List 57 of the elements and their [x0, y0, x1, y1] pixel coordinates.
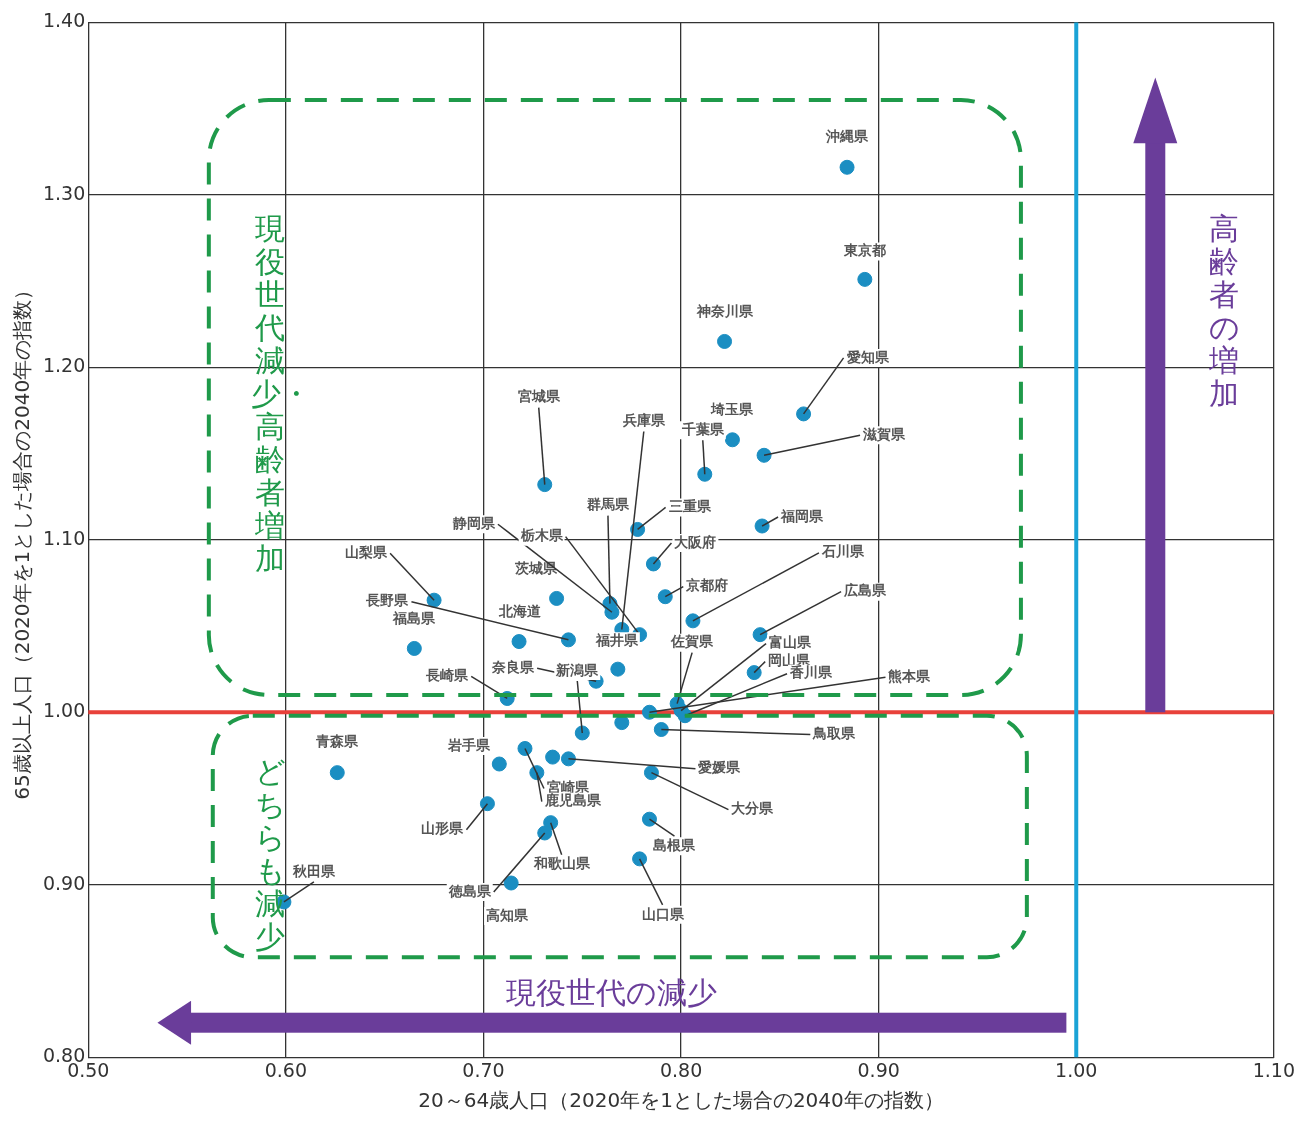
y-axis-title: 65歳以上人口（2020年を1とした場合の2040年の指数）	[10, 279, 35, 800]
annotation: 山形県	[421, 820, 465, 837]
annotation: 埼玉県	[710, 401, 755, 418]
annotation: 愛媛県	[698, 759, 742, 776]
annotation: 京都府	[685, 577, 729, 594]
annotation: 愛知県	[846, 348, 890, 365]
annotation: 静岡県	[451, 514, 496, 531]
annotation: 山梨県	[345, 543, 389, 560]
annotation: 群馬県	[585, 496, 630, 513]
annotation: 兵庫県	[621, 412, 666, 429]
x-tick-label: 0.70	[462, 1058, 505, 1081]
annotation: 大分県	[731, 800, 775, 817]
x-tick-label: 1.00	[1055, 1058, 1098, 1081]
annotation: 福井県	[594, 631, 639, 648]
annotation: 秋田県	[291, 862, 336, 879]
x-axis-title: 20～64歳人口（2020年を1とした場合の2040年の指数）	[418, 1088, 944, 1113]
annotation: 青森県	[315, 733, 360, 750]
y-tick-label: 0.90	[42, 871, 86, 894]
annotation: 東京都	[842, 242, 886, 259]
annotation: 石川県	[820, 543, 865, 560]
annotation: 岩手県	[447, 736, 492, 753]
x-tick-label: 0.90	[857, 1058, 900, 1081]
annotation: 徳島県	[447, 882, 492, 899]
y-tick-label: 1.10	[42, 526, 86, 549]
annotation: 沖縄県	[825, 127, 870, 144]
annotation: 千葉県	[680, 420, 725, 437]
annotation: 北海道	[498, 603, 543, 620]
annotation: 宮城県	[517, 388, 561, 405]
annotation: 島根県	[653, 836, 697, 853]
annotation: 滋賀県	[862, 425, 907, 442]
x-tick-label: 0.60	[264, 1058, 308, 1081]
annotation: 高知県	[486, 906, 530, 923]
annotation: 栃木県	[519, 527, 564, 544]
x-tick-label: 1.10	[1252, 1058, 1295, 1081]
annotation: 大阪府	[674, 533, 717, 550]
annotation: 三重県	[668, 498, 712, 515]
annotation: 佐賀県	[670, 633, 715, 650]
annotation: 鳥取県	[812, 725, 857, 742]
y-tick-label: 1.00	[42, 699, 86, 722]
annotation: どちらも減少	[253, 754, 287, 955]
y-tick-label: 1.20	[42, 354, 86, 377]
annotation: 山口県	[641, 905, 685, 922]
y-tick-label: 1.30	[42, 181, 86, 204]
annotation: 福島県	[392, 610, 437, 627]
annotation: 福岡県	[780, 507, 825, 524]
annotation: 神奈川県	[695, 303, 754, 320]
annotation: 富山県	[769, 634, 813, 651]
annotation: 奈良県	[491, 658, 536, 675]
y-tick-label: 1.40	[42, 9, 86, 32]
annotation: 茨城県	[513, 560, 558, 577]
annotation: 広島県	[843, 582, 888, 599]
x-tick-label: 0.80	[659, 1058, 703, 1081]
annotation: 和歌山県	[532, 855, 591, 872]
annotation: 長崎県	[425, 667, 470, 684]
annotation: 新潟県	[555, 661, 600, 678]
annotation: 長野県	[365, 592, 410, 609]
annotation: 熊本県	[888, 667, 932, 684]
